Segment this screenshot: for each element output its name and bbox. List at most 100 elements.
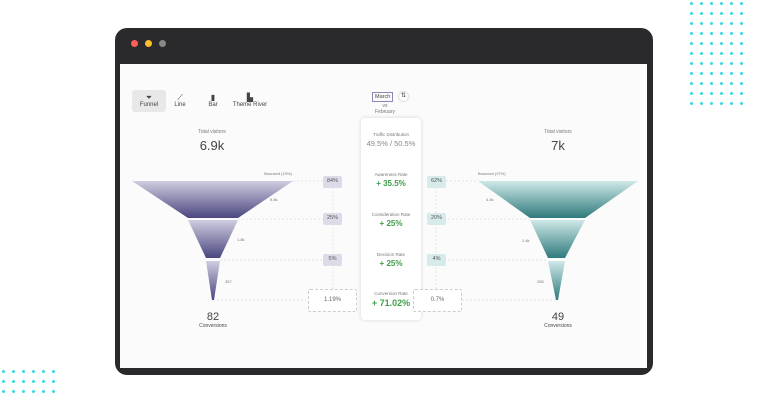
dot xyxy=(720,22,723,25)
swap-icon[interactable]: ⇅ xyxy=(399,92,408,101)
dot xyxy=(710,2,713,5)
dot xyxy=(730,92,733,95)
dot xyxy=(690,62,693,65)
funnel-stage xyxy=(530,220,585,258)
dot xyxy=(740,92,743,95)
dot xyxy=(690,2,693,5)
dot xyxy=(720,72,723,75)
tab-line[interactable]: ⟋ Line xyxy=(163,90,197,112)
right-total-label: Total visitors xyxy=(544,129,572,135)
conversion-rate-box: 1.19% xyxy=(308,289,357,312)
stage-label: 285 xyxy=(537,279,544,284)
stage-label: 4.4k xyxy=(486,197,494,202)
left-funnel xyxy=(132,181,293,300)
dot xyxy=(690,22,693,25)
dot xyxy=(42,380,45,383)
dot xyxy=(690,82,693,85)
minimize-dot[interactable] xyxy=(145,40,152,47)
dot xyxy=(710,62,713,65)
dot xyxy=(710,92,713,95)
left-total-label: Total visitors xyxy=(198,129,226,135)
tab-label: Bar xyxy=(208,102,218,108)
dot xyxy=(720,32,723,35)
dot xyxy=(710,42,713,45)
dot xyxy=(690,72,693,75)
dot xyxy=(710,22,713,25)
traffic-label: Traffic Distribution xyxy=(372,132,409,137)
dot xyxy=(720,62,723,65)
decorative-dots xyxy=(690,2,743,105)
dot xyxy=(730,52,733,55)
dot xyxy=(700,82,703,85)
dot xyxy=(700,2,703,5)
dot xyxy=(52,370,55,373)
tab-label: Funnel xyxy=(139,102,159,108)
dot xyxy=(710,52,713,55)
dot xyxy=(730,12,733,15)
dot xyxy=(710,12,713,15)
right-conversions-label: Conversions xyxy=(544,323,572,329)
month-select[interactable]: March xyxy=(372,92,394,102)
previous-month: February xyxy=(374,109,395,115)
dot xyxy=(700,52,703,55)
dot xyxy=(700,72,703,75)
dot xyxy=(720,82,723,85)
dot xyxy=(740,12,743,15)
rate-value: + 71.02% xyxy=(371,298,411,308)
rate-pill: 62% xyxy=(427,176,446,188)
dot xyxy=(700,22,703,25)
dot xyxy=(690,52,693,55)
maximize-dot[interactable] xyxy=(159,40,166,47)
dot xyxy=(700,62,703,65)
dot xyxy=(2,370,5,373)
right-bounced: Bounced (37%) xyxy=(478,171,506,176)
dot xyxy=(700,92,703,95)
dot xyxy=(740,72,743,75)
dot xyxy=(720,42,723,45)
tab-bar[interactable]: ▮ Bar xyxy=(196,90,230,112)
dot xyxy=(32,370,35,373)
dot xyxy=(740,82,743,85)
stage-label: 1.8k xyxy=(237,237,245,242)
dot xyxy=(700,102,703,105)
dot xyxy=(740,52,743,55)
dot xyxy=(730,82,733,85)
decorative-dots xyxy=(2,370,55,393)
tab-funnel[interactable]: ⏷ Funnel xyxy=(132,90,166,112)
left-conversions: 82 xyxy=(206,311,220,323)
dot xyxy=(700,32,703,35)
comparison-panel: Traffic Distribution 49.5% / 50.5% Aware… xyxy=(361,118,421,320)
dot xyxy=(22,370,25,373)
stage-label: 357 xyxy=(225,279,232,284)
funnel-stage xyxy=(206,261,220,300)
bar-chart-icon: ▮ xyxy=(210,93,216,102)
dot xyxy=(720,12,723,15)
stage-label: 5.8k xyxy=(270,197,278,202)
rate-pill: 4% xyxy=(427,254,446,266)
dot xyxy=(730,22,733,25)
left-conversions-label: Conversions xyxy=(199,323,227,329)
funnel-stage xyxy=(478,181,638,218)
dot xyxy=(690,12,693,15)
dot xyxy=(12,380,15,383)
rate-pill: 84% xyxy=(323,176,342,188)
funnel-icon: ⏷ xyxy=(145,93,153,102)
dot xyxy=(740,62,743,65)
dot xyxy=(52,380,55,383)
dot xyxy=(730,102,733,105)
dot xyxy=(740,22,743,25)
dot xyxy=(32,380,35,383)
tab-theme-river[interactable]: ▙ Theme River xyxy=(230,90,270,112)
rate-pill: 20% xyxy=(427,213,446,225)
right-conversions: 49 xyxy=(551,311,565,323)
funnel-stage xyxy=(132,181,293,218)
dot xyxy=(42,370,45,373)
dot xyxy=(32,390,35,393)
dot xyxy=(42,390,45,393)
conversion-rate-box: 0.7% xyxy=(413,289,462,312)
dot xyxy=(690,102,693,105)
tab-label: Line xyxy=(174,102,186,108)
close-dot[interactable] xyxy=(131,40,138,47)
dot xyxy=(700,42,703,45)
